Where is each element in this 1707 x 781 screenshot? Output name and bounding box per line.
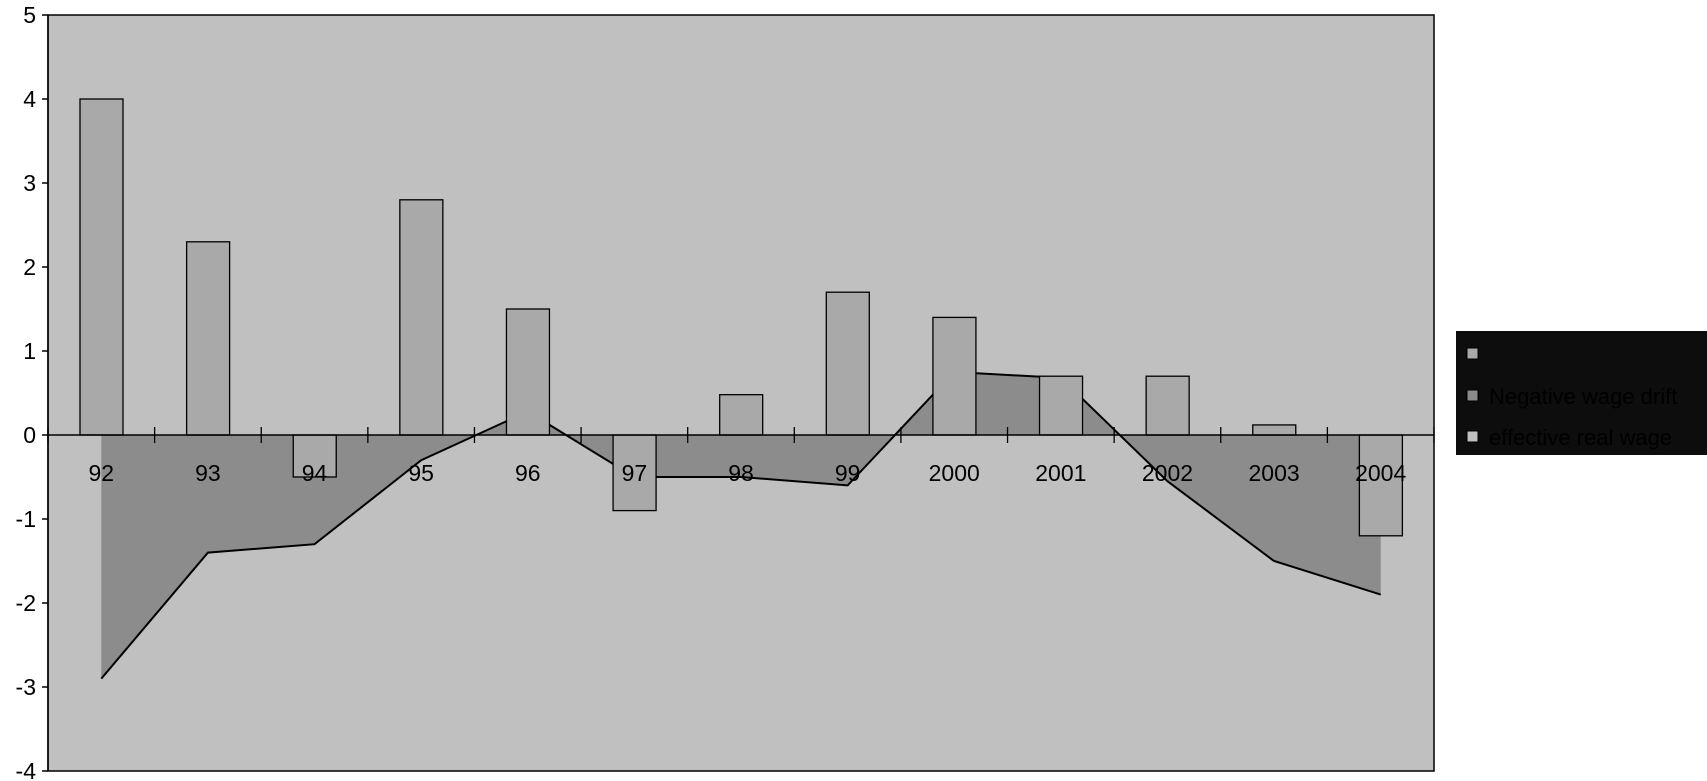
x-tick-label: 95 (408, 460, 434, 486)
bar (825, 291, 870, 436)
bar (1252, 424, 1297, 436)
bar (185, 241, 231, 436)
bar (1038, 375, 1084, 436)
y-tick-label: 2 (23, 254, 36, 280)
y-tick-label: 4 (23, 86, 36, 112)
bar (505, 308, 551, 436)
y-tick-label: -3 (16, 674, 36, 700)
legend-swatch (1466, 430, 1479, 443)
x-tick-label: 92 (89, 460, 115, 486)
legend-swatch (1466, 389, 1479, 402)
bar (79, 98, 124, 436)
y-tick-label: 0 (23, 422, 36, 448)
legend-item: effective real wage (1466, 425, 1672, 450)
y-tick-label: -2 (16, 590, 36, 616)
y-tick-label: 1 (23, 338, 36, 364)
axis-layer: 5 4 3 2 1 0 -1 -2 -3 -4 92 93 94 95 96 97 98 99 2000 2001 20… (16, 2, 1435, 781)
x-tick-label: 98 (728, 460, 754, 486)
area-layer (100, 370, 1381, 680)
y-tick-label: 3 (23, 170, 36, 196)
x-tick-label: 2002 (1142, 460, 1193, 486)
bar (1358, 434, 1404, 537)
bar (719, 394, 764, 436)
y-tick-label: -1 (16, 506, 36, 532)
legend-box (1456, 331, 1707, 455)
legend: Negative wage drift effective real wage (1456, 331, 1707, 455)
x-tick-label: 2003 (1248, 460, 1299, 486)
x-tick-label: 96 (515, 460, 541, 486)
x-tick-label: 97 (622, 460, 648, 486)
plot-area (47, 14, 1435, 772)
legend-item: Negative wage drift (1466, 384, 1677, 409)
y-tick-label: -4 (16, 758, 37, 781)
legend-swatch (1466, 347, 1479, 360)
bar (399, 199, 444, 436)
y-tick-label: 5 (23, 2, 36, 28)
x-tick-label: 2004 (1355, 460, 1406, 486)
bar (612, 434, 657, 512)
x-tick-label: 93 (195, 460, 221, 486)
area-fill (101, 372, 1381, 679)
bar (1145, 375, 1190, 436)
legend-item (1466, 347, 1479, 360)
legend-label: Negative wage drift (1489, 384, 1677, 409)
x-tick-label: 2001 (1035, 460, 1086, 486)
x-tick-label: 99 (835, 460, 861, 486)
area-line (100, 370, 1381, 680)
bar (932, 316, 977, 436)
legend-label: effective real wage (1489, 425, 1672, 450)
x-tick-label: 2000 (929, 460, 980, 486)
x-tick-label: 94 (302, 460, 328, 486)
